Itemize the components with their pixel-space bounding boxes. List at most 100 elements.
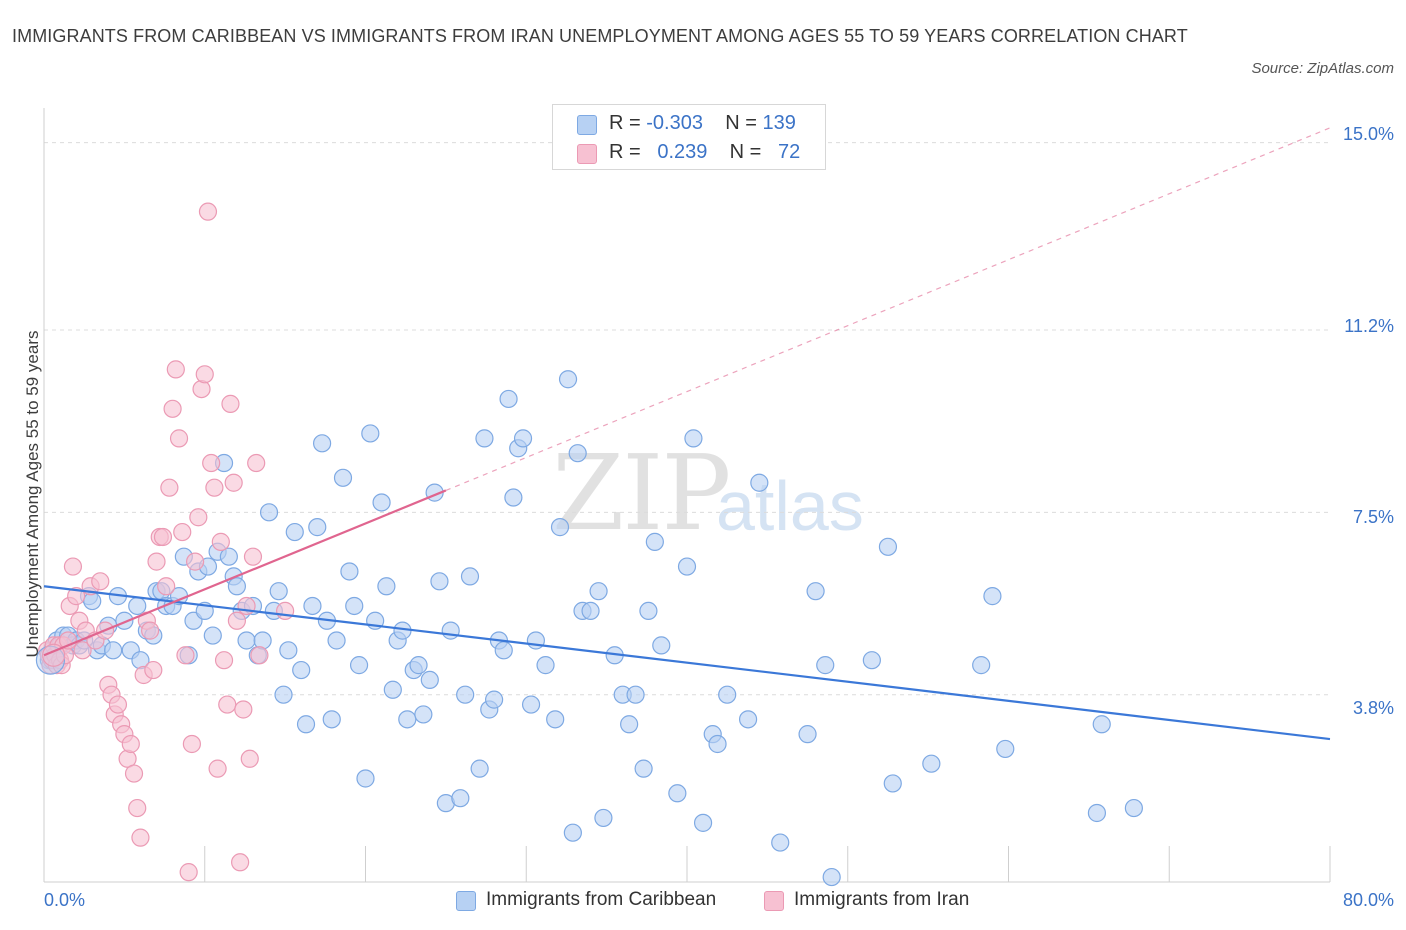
chart-title: IMMIGRANTS FROM CARIBBEAN VS IMMIGRANTS … <box>12 26 1188 46</box>
caribbean-point-89 <box>499 389 518 409</box>
iran-point-48 <box>179 863 198 882</box>
iran-point-53 <box>195 365 214 384</box>
caribbean-point-134 <box>1087 803 1107 823</box>
caribbean-point-64 <box>361 424 380 443</box>
caribbean-point-63 <box>356 769 375 788</box>
trend-layer <box>43 127 1331 741</box>
y-tick-label-11-2: 11.2% <box>1344 316 1394 336</box>
caribbean-point-90 <box>504 488 523 507</box>
caribbean-trend-line <box>43 585 1331 741</box>
caribbean-point-132 <box>983 587 1002 606</box>
caribbean-point-37 <box>219 547 238 566</box>
iran-point-15 <box>67 587 86 606</box>
iran-trend-line-solid <box>43 489 447 657</box>
iran-point-68 <box>243 547 263 566</box>
caribbean-point-116 <box>693 813 713 832</box>
y-tick-label-3-8: 3.8% <box>1352 698 1394 718</box>
caribbean-point-120 <box>738 710 758 729</box>
caribbean-point-115 <box>684 429 703 448</box>
caribbean-point-88 <box>494 641 513 660</box>
caribbean-point-66 <box>372 493 391 512</box>
caribbean-point-58 <box>327 631 346 650</box>
iran-point-52 <box>192 379 211 399</box>
iran-point-33 <box>131 828 150 847</box>
iran-point-37 <box>144 660 163 680</box>
point-layer <box>35 202 1143 887</box>
caribbean-point-118 <box>708 734 727 754</box>
n-value: 139 <box>762 112 796 134</box>
caribbean-point-103 <box>589 582 608 601</box>
caribbean-point-129 <box>883 774 902 793</box>
iran-point-14 <box>63 557 83 576</box>
caribbean-point-99 <box>563 823 582 842</box>
caribbean-point-39 <box>227 577 246 596</box>
caribbean-point-131 <box>972 656 991 675</box>
caribbean-point-45 <box>259 503 279 522</box>
caribbean-legend-swatch <box>456 891 476 911</box>
legend-label-caribbean: Immigrants from Caribbean <box>486 889 717 910</box>
iran-point-58 <box>211 532 230 551</box>
caribbean-point-44 <box>253 631 272 650</box>
caribbean-point-82 <box>460 567 480 586</box>
caribbean-point-71 <box>398 710 417 729</box>
y-tick-label-15: 15.0% <box>1342 124 1394 144</box>
caribbean-point-50 <box>285 522 304 542</box>
caribbean-point-104 <box>594 808 613 828</box>
caribbean-point-97 <box>550 518 570 537</box>
caribbean-point-95 <box>536 656 555 675</box>
caribbean-point-100 <box>568 444 587 463</box>
caribbean-point-80 <box>451 789 470 808</box>
caribbean-point-113 <box>668 784 687 803</box>
caribbean-point-59 <box>333 468 353 487</box>
y-axis-label: Unemployment Among Ages 55 to 59 years <box>23 330 42 658</box>
caribbean-point-61 <box>345 596 364 616</box>
caribbean-point-92 <box>513 429 533 448</box>
r-label: R = <box>609 141 641 163</box>
caribbean-point-54 <box>308 518 327 537</box>
caribbean-point-49 <box>279 641 298 660</box>
caribbean-point-68 <box>383 680 402 699</box>
caribbean-point-128 <box>878 537 898 556</box>
watermark-atlas: atlas <box>716 467 864 545</box>
iran-point-55 <box>202 453 221 473</box>
caribbean-point-121 <box>750 473 769 492</box>
caribbean-point-60 <box>340 562 359 581</box>
x-tick-label-min: 0.0% <box>44 890 86 910</box>
iran-point-38 <box>147 552 166 571</box>
caribbean-point-48 <box>274 685 293 704</box>
iran-point-21 <box>91 572 110 591</box>
caribbean-point-53 <box>303 596 322 616</box>
iran-point-30 <box>121 734 140 754</box>
iran-point-31 <box>124 764 144 783</box>
caribbean-point-136 <box>1124 798 1143 818</box>
iran-point-40 <box>153 527 173 547</box>
n-label: N = <box>729 141 762 163</box>
r-label: R = <box>609 112 641 134</box>
caribbean-point-126 <box>822 867 841 887</box>
caribbean-point-119 <box>718 685 737 704</box>
caribbean-point-81 <box>456 685 475 704</box>
iran-point-45 <box>169 429 189 448</box>
caribbean-point-41 <box>237 631 256 650</box>
caribbean-point-73 <box>409 656 428 675</box>
iran-point-63 <box>227 611 246 630</box>
iran-point-43 <box>163 399 182 418</box>
iran-point-46 <box>173 522 192 542</box>
caribbean-swatch <box>577 115 597 135</box>
caribbean-point-83 <box>470 759 489 778</box>
caribbean-point-96 <box>546 710 565 729</box>
legend-label-iran: Immigrants from Iran <box>794 889 970 910</box>
caribbean-point-74 <box>414 705 433 724</box>
iran-point-17 <box>73 641 92 660</box>
caribbean-point-98 <box>558 370 578 389</box>
caribbean-point-55 <box>312 434 332 453</box>
caribbean-point-130 <box>922 754 941 773</box>
iran-point-56 <box>205 478 224 497</box>
caribbean-point-15 <box>104 641 123 660</box>
iran-point-41 <box>157 577 176 596</box>
caribbean-point-34 <box>203 626 222 645</box>
caribbean-point-108 <box>626 685 645 704</box>
caribbean-point-86 <box>485 690 504 709</box>
caribbean-point-57 <box>322 710 341 729</box>
